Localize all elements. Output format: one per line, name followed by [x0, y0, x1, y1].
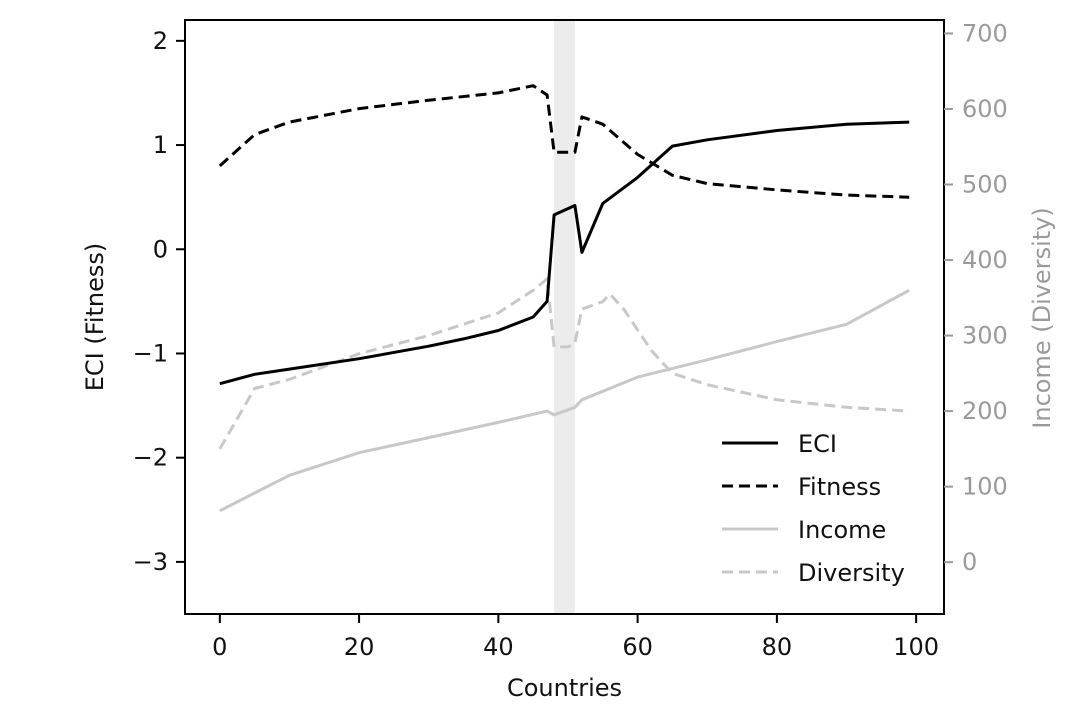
highlight-band [554, 20, 575, 614]
plot-frame [184, 19, 945, 615]
series-line-diversity [218, 277, 910, 450]
y2-tick-label: 500 [962, 171, 1008, 199]
y-tick-label: −1 [133, 339, 168, 367]
x-tick-label: 40 [483, 633, 514, 661]
series-layer [218, 84, 910, 513]
series-line-eci [219, 120, 910, 386]
y-tick-label: −3 [133, 548, 168, 576]
y-tick-label: 2 [153, 27, 168, 55]
y2-tick-label: 200 [962, 397, 1008, 425]
y-axis-right: 700 600 500 400 300 200 100 0 [944, 19, 1008, 576]
legend: ECI Fitness Income Diversity [722, 430, 905, 587]
y-tick-label: 1 [153, 131, 168, 159]
y-axis-left: 2 1 0 −1 −2 −3 [133, 27, 185, 576]
series-line-income [219, 288, 910, 513]
y2-tick-label: 700 [962, 19, 1008, 47]
legend-label-fitness: Fitness [798, 473, 881, 501]
y2-tick-label: 600 [962, 95, 1008, 123]
x-axis-label: Countries [507, 674, 622, 702]
y2-tick-label: 100 [962, 473, 1008, 501]
y-axis-right-label: Income (Diversity) [1028, 207, 1056, 428]
x-tick-label: 20 [344, 633, 375, 661]
y2-tick-label: 300 [962, 322, 1008, 350]
x-tick-label: 60 [622, 633, 653, 661]
x-tick-label: 100 [893, 633, 939, 661]
x-tick-label: 0 [212, 633, 227, 661]
y2-tick-label: 0 [962, 548, 977, 576]
y-axis-left-label: ECI (Fitness) [81, 243, 109, 391]
legend-label-diversity: Diversity [798, 559, 905, 587]
x-axis: 0 20 40 60 80 100 [212, 614, 939, 661]
series-line-fitness [218, 84, 910, 199]
y2-tick-label: 400 [962, 246, 1008, 274]
y-tick-label: −2 [133, 444, 168, 472]
legend-label-income: Income [798, 516, 886, 544]
legend-label-eci: ECI [798, 430, 837, 458]
x-tick-label: 80 [762, 633, 793, 661]
y-tick-label: 0 [153, 235, 168, 263]
